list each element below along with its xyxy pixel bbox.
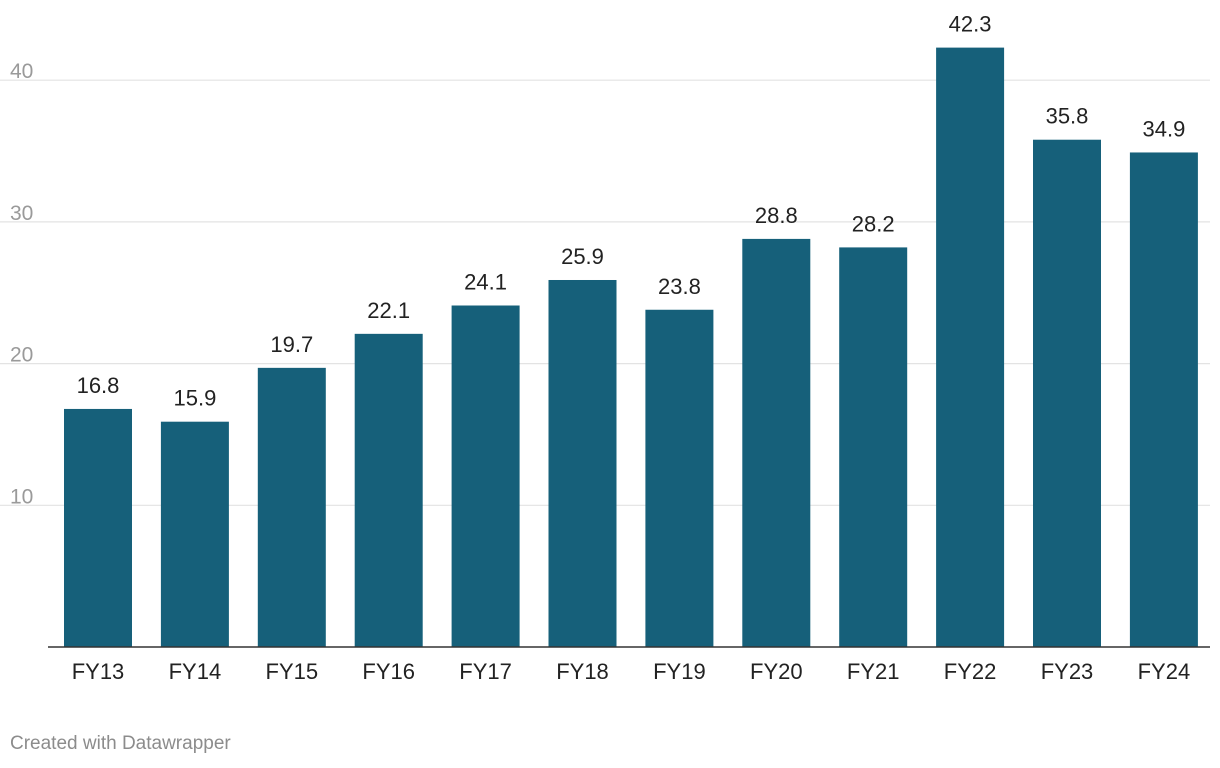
bar-value-label: 34.9 xyxy=(1142,116,1185,141)
bar-fy20 xyxy=(742,238,811,648)
x-category-label: FY20 xyxy=(750,659,803,684)
x-category-label: FY22 xyxy=(944,659,997,684)
x-category-label: FY19 xyxy=(653,659,706,684)
y-tick-label: 20 xyxy=(10,344,33,367)
bar-value-label: 28.8 xyxy=(755,203,798,228)
x-category-label: FY14 xyxy=(169,659,222,684)
bar-value-labels: 16.8 15.9 19.7 22.1 24.1 25.9 23.8 28.8 28.2 42.3… xyxy=(77,12,1186,411)
x-axis-category-labels: FY13 FY14 FY15 FY16 FY17 FY18 FY19 FY20 FY21 FY22… xyxy=(72,659,1190,684)
bar-fy21 xyxy=(839,247,908,647)
y-tick-label: 10 xyxy=(10,485,33,508)
bar-fy14 xyxy=(160,421,229,647)
bar-value-label: 23.8 xyxy=(658,274,701,299)
x-category-label: FY23 xyxy=(1041,659,1094,684)
bar-value-label: 19.7 xyxy=(270,332,313,357)
bar-fy24 xyxy=(1129,152,1198,648)
bar-value-label: 15.9 xyxy=(173,386,216,411)
bars xyxy=(64,47,1198,648)
bar-value-label: 25.9 xyxy=(561,244,604,269)
bar-value-label: 16.8 xyxy=(77,373,120,398)
bar-fy13 xyxy=(64,408,132,647)
bar-value-label: 22.1 xyxy=(367,298,410,323)
bar-fy22 xyxy=(936,47,1005,647)
bar-fy15 xyxy=(257,367,326,647)
bar-fy16 xyxy=(354,333,423,647)
x-category-label: FY21 xyxy=(847,659,900,684)
x-category-label: FY17 xyxy=(459,659,512,684)
x-category-label: FY15 xyxy=(266,659,319,684)
bar-fy17 xyxy=(451,305,520,647)
bar-fy19 xyxy=(645,309,714,647)
bar-value-label: 28.2 xyxy=(852,211,895,236)
bar-fy23 xyxy=(1033,139,1101,648)
x-category-label: FY24 xyxy=(1138,659,1191,684)
y-tick-label: 40 xyxy=(10,60,33,83)
bar-value-label: 35.8 xyxy=(1046,104,1089,129)
y-axis-tick-labels: 10 20 30 40 xyxy=(10,60,33,508)
bar-fy18 xyxy=(548,279,617,647)
x-category-label: FY16 xyxy=(362,659,415,684)
datawrapper-credit: Created with Datawrapper xyxy=(10,733,231,754)
y-tick-label: 30 xyxy=(10,202,33,225)
x-category-label: FY18 xyxy=(556,659,609,684)
bar-value-label: 42.3 xyxy=(949,12,992,37)
x-category-label: FY13 xyxy=(72,659,125,684)
bar-value-label: 24.1 xyxy=(464,270,507,295)
